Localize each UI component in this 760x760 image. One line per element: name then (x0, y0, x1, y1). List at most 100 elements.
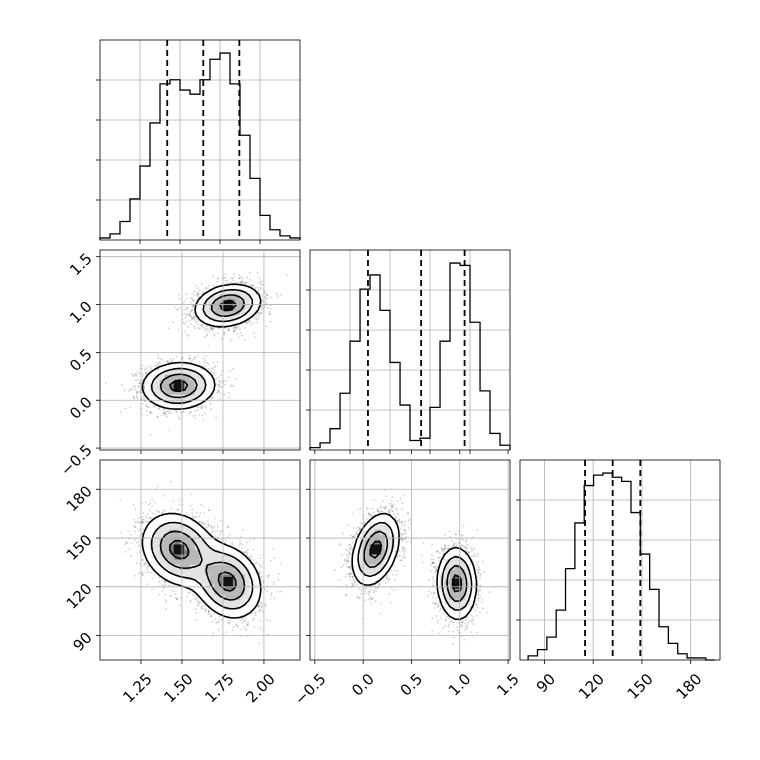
scatter-point (133, 374, 136, 377)
scatter-point (245, 321, 247, 324)
scatter-point (248, 271, 251, 274)
scatter-point (233, 326, 236, 329)
density-cell (144, 389, 151, 396)
scatter-point (205, 361, 208, 364)
density-cell (154, 369, 161, 376)
scatter-point (189, 599, 192, 602)
scatter-point (194, 321, 197, 324)
scatter-point (261, 280, 263, 283)
scatter-point (229, 384, 232, 387)
scatter-point (259, 281, 262, 283)
scatter-point (196, 318, 199, 321)
density-cell (184, 394, 191, 401)
scatter-point (224, 280, 227, 283)
scatter-point (154, 364, 157, 367)
scatter-point (201, 414, 203, 417)
scatter-point (148, 516, 151, 518)
scatter-point (213, 371, 216, 374)
scatter-point (197, 405, 199, 408)
scatter-point (258, 277, 261, 280)
scatter-point (219, 392, 222, 395)
scatter-point (233, 276, 235, 279)
scatter-point (135, 375, 138, 377)
density-cell (159, 399, 166, 406)
density-cell (254, 299, 261, 306)
density-cell (234, 319, 241, 326)
scatter-point (162, 412, 165, 414)
scatter-point (223, 332, 226, 335)
scatter-point (236, 325, 239, 328)
density-cell (199, 314, 206, 321)
scatter-point (210, 326, 212, 329)
density-cell (199, 394, 206, 401)
scatter-point (182, 321, 185, 324)
joint-x-y-ytick-label-2: 0.5 (66, 345, 96, 375)
scatter-point (148, 406, 151, 409)
density-cell (169, 374, 176, 381)
scatter-point (121, 384, 124, 386)
scatter-point (186, 308, 188, 311)
density-cell (219, 304, 226, 311)
scatter-point (203, 361, 206, 364)
scatter-point (191, 298, 194, 301)
scatter-point (260, 283, 263, 286)
density-cell (239, 284, 246, 291)
density-cell (204, 319, 211, 326)
density-cell (144, 374, 151, 381)
scatter-point (142, 395, 145, 398)
scatter-point (229, 277, 232, 280)
scatter-point (177, 293, 180, 296)
density-cell (144, 384, 151, 391)
scatter-point (172, 321, 175, 324)
density-cell (169, 364, 176, 371)
scatter-point (249, 278, 252, 281)
scatter-point (190, 318, 193, 321)
scatter-point (201, 323, 204, 326)
scatter-point (227, 391, 230, 394)
scatter-point (266, 294, 269, 297)
density-cell (199, 384, 206, 391)
density-cell (254, 304, 261, 311)
scatter-point (138, 385, 141, 388)
scatter-point (188, 357, 190, 359)
density-cell (169, 384, 176, 391)
scatter-point (211, 326, 214, 329)
scatter-point (133, 395, 135, 398)
scatter-point (232, 327, 235, 330)
scatter-point (217, 376, 220, 379)
scatter-point (183, 322, 186, 325)
scatter-point (188, 314, 191, 317)
scatter-point (192, 304, 195, 307)
density-cell (189, 379, 196, 386)
scatter-point (255, 318, 258, 321)
joint-x-y-ytick-label-4: 1.5 (66, 250, 96, 280)
scatter-point (146, 413, 149, 416)
scatter-point (149, 411, 152, 413)
scatter-point (135, 394, 138, 397)
scatter-point (177, 328, 180, 331)
scatter-point (206, 333, 209, 336)
scatter-point (175, 355, 178, 358)
density-cell (184, 364, 191, 371)
scatter-point (145, 372, 147, 375)
density-cell (199, 309, 206, 316)
scatter-point (227, 328, 230, 331)
scatter-point (190, 316, 193, 319)
scatter-point (139, 380, 141, 383)
scatter-point (149, 411, 151, 413)
density-cell (169, 404, 176, 411)
scatter-point (231, 384, 234, 387)
scatter-point (147, 365, 150, 368)
scatter-point (259, 308, 262, 311)
scatter-point (217, 384, 220, 386)
scatter-point (257, 288, 260, 291)
scatter-point (164, 410, 167, 413)
scatter-point (197, 327, 200, 329)
scatter-point (232, 330, 235, 333)
density-cell (144, 379, 151, 386)
scatter-point (224, 327, 227, 330)
scatter-point (209, 396, 212, 399)
scatter-point (207, 367, 210, 370)
density-cell (224, 314, 231, 321)
